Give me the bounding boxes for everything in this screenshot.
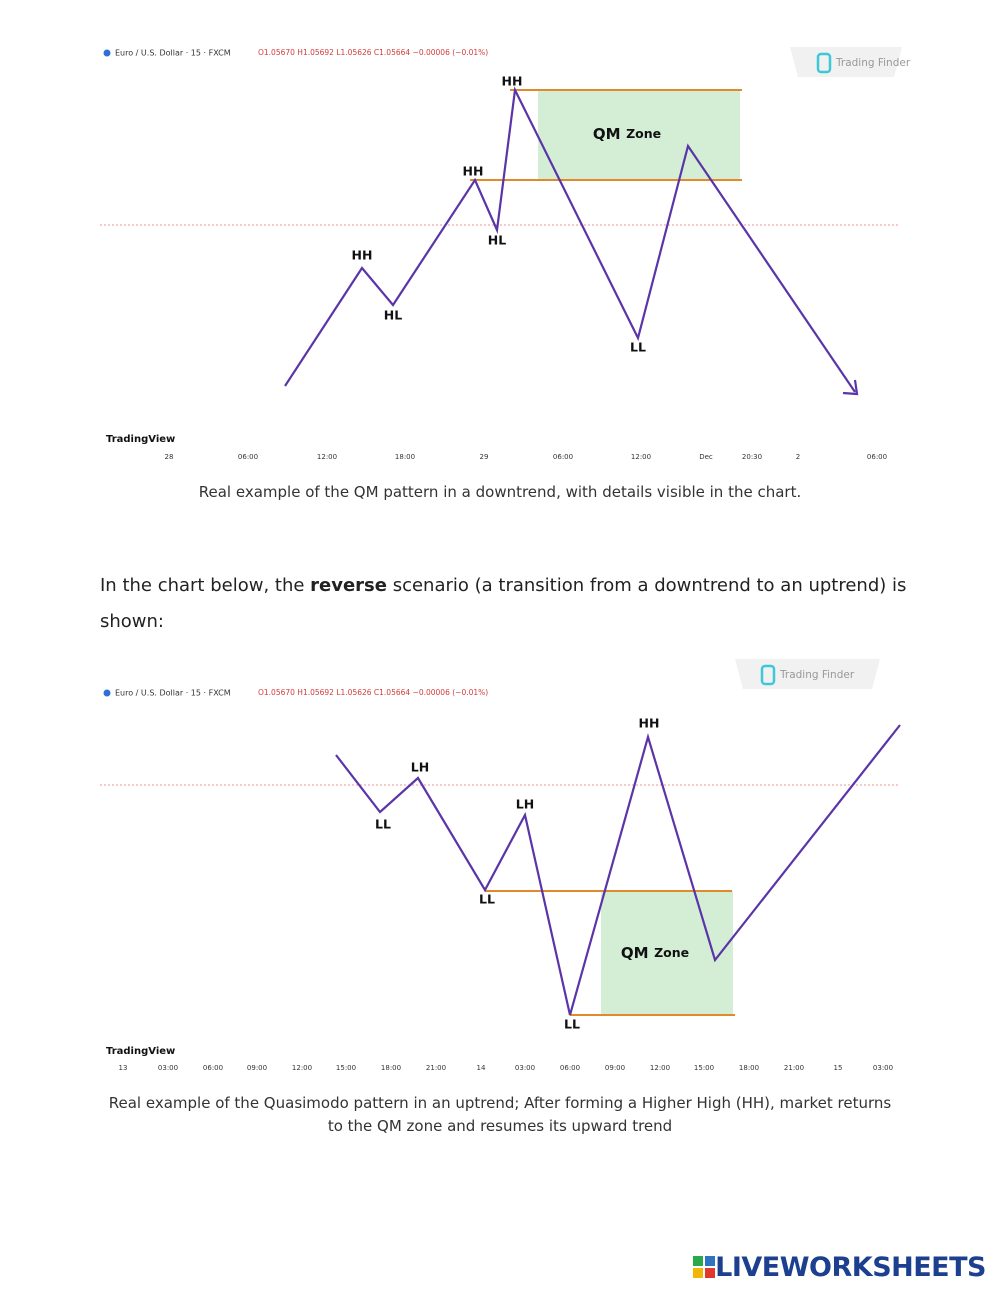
x-tick-label: 03:00: [873, 1064, 893, 1072]
x-tick-label: 12:00: [317, 453, 337, 461]
swing-label: LL: [375, 817, 391, 832]
watermark: Trading Finder: [779, 669, 855, 681]
x-tick-label: 06:00: [238, 453, 258, 461]
symbol-header: Euro / U.S. Dollar · 15 · FXCM: [115, 49, 231, 58]
logo-icon: [693, 1256, 716, 1278]
zone-label: QM Zone: [621, 943, 689, 962]
zone-qm: QM: [621, 944, 649, 962]
x-tick-label: 29: [480, 453, 489, 461]
swing-label: HH: [463, 164, 484, 179]
zone-label: QM Zone: [593, 124, 661, 143]
zone-word: Zone: [626, 126, 661, 141]
text: scenario (a transition from a downtrend …: [100, 575, 907, 632]
x-tick-label: 03:00: [158, 1064, 178, 1072]
x-tick-label: 21:00: [426, 1064, 446, 1072]
paragraph: In the chart below, the reverse scenario…: [100, 568, 910, 640]
zone-word: Zone: [654, 945, 689, 960]
swing-label: HH: [502, 74, 523, 89]
x-tick-label: 21:00: [784, 1064, 804, 1072]
x-tick-label: 15:00: [336, 1064, 356, 1072]
x-tick-label: 09:00: [605, 1064, 625, 1072]
x-tick-label: 03:00: [515, 1064, 535, 1072]
arrow-head: [842, 379, 859, 396]
x-tick-label: 14: [477, 1064, 486, 1072]
swing-label: HH: [352, 248, 373, 263]
swing-label: HL: [384, 308, 402, 323]
text: In the chart below, the: [100, 575, 311, 596]
x-tick-label: 06:00: [560, 1064, 580, 1072]
zone-qm: QM: [593, 125, 621, 143]
x-tick-label: 13: [119, 1064, 128, 1072]
caption: Real example of the Quasimodo pattern in…: [108, 1094, 892, 1135]
bold-text: reverse: [310, 575, 387, 596]
x-tick-label: 12:00: [292, 1064, 312, 1072]
x-tick-label: 18:00: [739, 1064, 759, 1072]
swing-label: HH: [639, 716, 660, 731]
x-tick-label: 06:00: [203, 1064, 223, 1072]
brand: TradingView: [106, 1046, 175, 1057]
x-tick-label: 06:00: [553, 453, 573, 461]
brand: TradingView: [106, 434, 175, 445]
x-tick-label: 12:00: [650, 1064, 670, 1072]
qm-zone: [538, 90, 740, 180]
zigzag: [335, 724, 901, 1016]
zigzag: [284, 86, 856, 393]
watermark-icon: [816, 52, 832, 74]
swing-label: HL: [488, 233, 506, 248]
swing-label: LL: [630, 340, 646, 355]
watermark-icon: [760, 664, 776, 686]
swing-label: LH: [411, 760, 429, 775]
symbol-icon: [103, 49, 111, 57]
swing-label: LL: [564, 1017, 580, 1032]
x-tick-label: 18:00: [381, 1064, 401, 1072]
x-tick-label: Dec: [699, 453, 713, 461]
x-tick-label: 15:00: [694, 1064, 714, 1072]
symbol-header: Euro / U.S. Dollar · 15 · FXCM: [115, 689, 231, 698]
x-tick-label: 18:00: [395, 453, 415, 461]
x-tick-label: 28: [165, 453, 174, 461]
caption: Real example of the QM pattern in a down…: [198, 483, 802, 501]
x-tick-label: 12:00: [631, 453, 651, 461]
ohlc-values: O1.05670 H1.05692 L1.05626 C1.05664 −0.0…: [258, 48, 488, 57]
swing-label: LL: [479, 892, 495, 907]
ohlc-values: O1.05670 H1.05692 L1.05626 C1.05664 −0.0…: [258, 688, 488, 697]
x-tick-label: 15: [834, 1064, 843, 1072]
chart-image: Euro / U.S. Dollar · 15 · FXCM O1.05670 H…: [100, 47, 911, 461]
swing-label: LH: [516, 797, 534, 812]
x-tick-label: 20:30: [742, 453, 762, 461]
x-tick-label: 2: [796, 453, 800, 461]
x-tick-label: 09:00: [247, 1064, 267, 1072]
watermark: Trading Finder: [835, 57, 911, 69]
chart-image: Euro / U.S. Dollar · 15 · FXCM O1.05670 H…: [100, 659, 901, 1072]
symbol-icon: [103, 689, 111, 697]
x-tick-label: 06:00: [867, 453, 887, 461]
logo-text: LIVEWORKSHEETS: [715, 1252, 986, 1283]
qm-zone: [601, 891, 733, 1015]
logo: LIVEWORKSHEETS: [693, 1252, 986, 1283]
